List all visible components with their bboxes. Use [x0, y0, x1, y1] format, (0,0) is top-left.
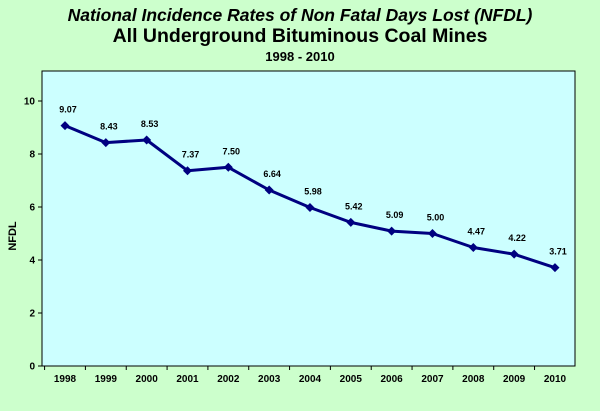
- y-tick-label: 2: [29, 309, 35, 320]
- x-tick-label: 2010: [544, 374, 567, 385]
- data-point-marker: [223, 162, 233, 172]
- x-tick-label: 2005: [340, 374, 363, 385]
- data-point-marker: [264, 185, 274, 195]
- data-label: 3.71: [549, 247, 567, 257]
- x-tick-label: 2008: [462, 374, 485, 385]
- y-tick-label: 0: [29, 362, 35, 373]
- data-labels: 9.07 8.43 8.53 7.37 7.50 6.64 5.98 5.42 5.09 5.00…: [59, 105, 566, 257]
- x-tick-label: 2000: [136, 374, 159, 385]
- data-label: 6.64: [263, 169, 281, 179]
- data-point-marker: [305, 203, 315, 213]
- data-point-marker: [60, 121, 70, 131]
- chart-title: National Incidence Rates of Non Fatal Da…: [67, 5, 533, 25]
- data-point-marker: [142, 135, 152, 145]
- data-point-marker: [387, 226, 397, 236]
- series-nfdl: [60, 121, 560, 273]
- y-tick-label: 6: [29, 203, 35, 214]
- y-axis-label: NFDL: [7, 221, 19, 251]
- chart-subtitle: All Underground Bituminous Coal Mines: [112, 25, 488, 47]
- data-label: 5.09: [386, 210, 404, 220]
- x-tick-label: 2003: [258, 374, 281, 385]
- x-axis-ticks: 1998 1999 2000 2001 2002 2003 2004 2005 2006 2007…: [44, 366, 567, 385]
- x-tick-label: 1998: [54, 374, 77, 385]
- y-axis-ticks: 0 2 4 6 8 10: [24, 97, 42, 373]
- data-label: 8.53: [141, 119, 159, 129]
- data-point-marker: [550, 263, 560, 273]
- x-tick-label: 2001: [176, 374, 199, 385]
- data-label: 5.00: [427, 213, 445, 223]
- chart-date-range: 1998 - 2010: [265, 49, 335, 64]
- data-label: 9.07: [59, 105, 77, 115]
- data-point-marker: [468, 243, 478, 253]
- data-point-marker: [182, 166, 192, 176]
- data-point-marker: [427, 229, 437, 238]
- data-label: 4.22: [508, 233, 526, 243]
- data-label: 7.50: [223, 146, 241, 156]
- data-label: 5.42: [345, 201, 363, 211]
- x-tick-label: 2002: [217, 374, 240, 385]
- x-tick-label: 2009: [503, 374, 526, 385]
- y-tick-label: 4: [29, 256, 35, 267]
- y-tick-label: 10: [24, 97, 36, 108]
- plot-area: [41, 70, 576, 367]
- x-tick-label: 2007: [421, 374, 444, 385]
- data-point-marker: [101, 138, 111, 148]
- data-point-marker: [346, 217, 356, 227]
- y-tick-label: 8: [29, 150, 35, 161]
- data-label: 4.47: [468, 227, 486, 237]
- x-tick-label: 2004: [299, 374, 322, 385]
- x-tick-label: 2006: [381, 374, 404, 385]
- x-tick-label: 1999: [95, 374, 118, 385]
- data-label: 5.98: [304, 187, 322, 197]
- data-point-marker: [509, 249, 519, 259]
- data-label: 8.43: [100, 122, 118, 132]
- data-label: 7.37: [182, 150, 200, 160]
